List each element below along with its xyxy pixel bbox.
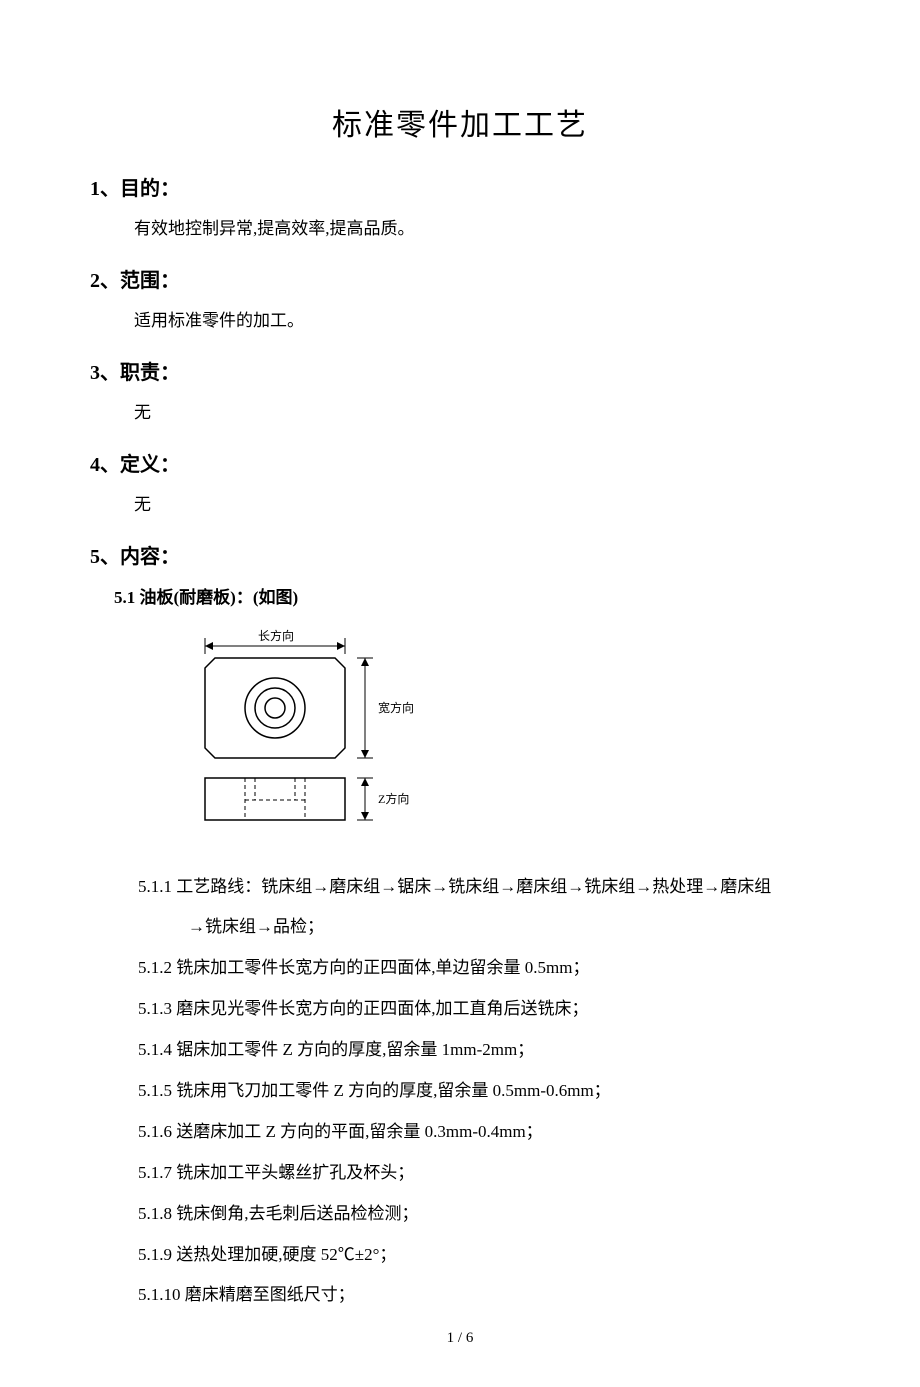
item-5-1-8: 5.1.8 铣床倒角,去毛刺后送品检检测； — [138, 1200, 830, 1229]
section-1-body: 有效地控制异常,提高效率,提高品质。 — [134, 215, 830, 244]
section-1-heading: 1、目的： — [90, 172, 830, 201]
diagram-label-wide: 宽方向 — [378, 700, 414, 715]
item-5-1-2: 5.1.2 铣床加工零件长宽方向的正四面体,单边留余量 0.5mm； — [138, 954, 830, 983]
item-5-1-9: 5.1.9 送热处理加硬,硬度 52℃±2°； — [138, 1241, 830, 1270]
section-4-body: 无 — [134, 491, 830, 520]
item-5-1-3: 5.1.3 磨床见光零件长宽方向的正四面体,加工直角后送铣床； — [138, 995, 830, 1024]
item-5-1-7: 5.1.7 铣床加工平头螺丝扩孔及杯头； — [138, 1159, 830, 1188]
item-5-1-4: 5.1.4 锯床加工零件 Z 方向的厚度,留余量 1mm-2mm； — [138, 1036, 830, 1065]
section-2-heading: 2、范围： — [90, 264, 830, 293]
section-2-body: 适用标准零件的加工。 — [134, 307, 830, 336]
section-5-heading: 5、内容： — [90, 540, 830, 569]
item-5-1-1-cont: →铣床组→品检； — [188, 913, 830, 942]
section-3-heading: 3、职责： — [90, 356, 830, 385]
diagram-label-long: 长方向 — [258, 628, 294, 643]
part-diagram: 长方向 宽方向 Z方向 — [180, 628, 830, 843]
section-4-heading: 4、定义： — [90, 448, 830, 477]
item-5-1-6: 5.1.6 送磨床加工 Z 方向的平面,留余量 0.3mm-0.4mm； — [138, 1118, 830, 1147]
item-5-1-1: 5.1.1 工艺路线：铣床组→磨床组→锯床→铣床组→磨床组→铣床组→热处理→磨床… — [138, 873, 830, 902]
section-3-body: 无 — [134, 399, 830, 428]
item-5-1-10: 5.1.10 磨床精磨至图纸尺寸； — [138, 1281, 830, 1310]
subsection-5-1-heading: 5.1 油板(耐磨板)：(如图) — [114, 583, 830, 608]
diagram-label-z: Z方向 — [378, 791, 409, 806]
page-number: 1 / 6 — [90, 1330, 830, 1347]
item-5-1-5: 5.1.5 铣床用飞刀加工零件 Z 方向的厚度,留余量 0.5mm-0.6mm； — [138, 1077, 830, 1106]
document-title: 标准零件加工工艺 — [90, 100, 830, 144]
